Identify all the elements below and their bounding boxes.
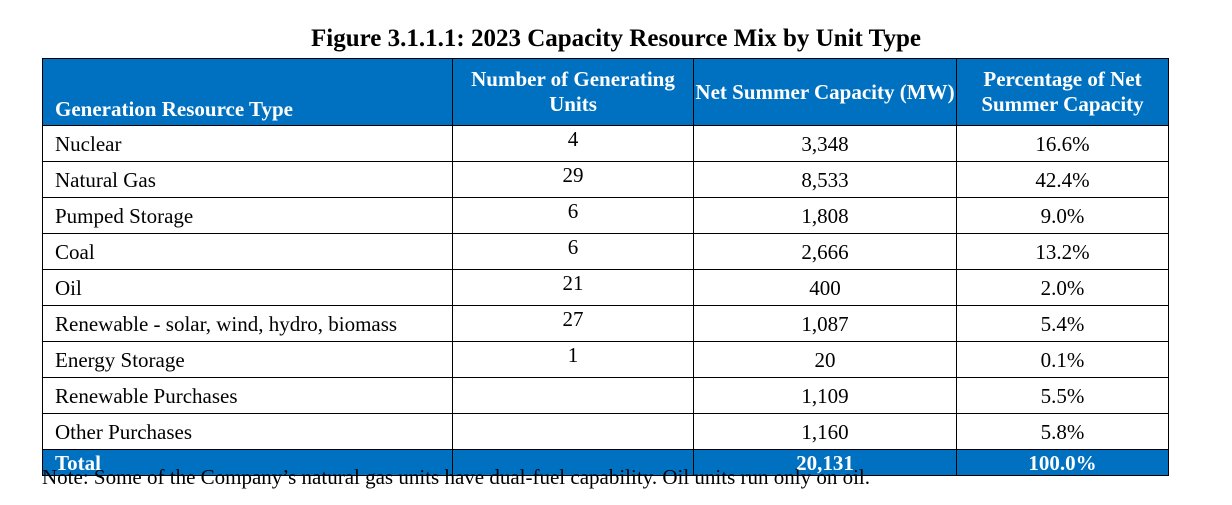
cell-resource-type: Renewable Purchases — [42, 377, 453, 414]
cell-generating-units — [452, 377, 694, 414]
table-row: Other Purchases 1,160 5.8% — [42, 413, 1169, 450]
cell-net-summer-capacity: 3,348 — [693, 125, 957, 162]
table-row: Nuclear 4 3,348 16.6% — [42, 125, 1169, 162]
cell-resource-type: Energy Storage — [42, 341, 453, 378]
header-net-summer-capacity: Net Summer Capacity (MW) — [693, 58, 957, 126]
cell-resource-type: Pumped Storage — [42, 197, 453, 234]
cell-net-summer-capacity: 1,109 — [693, 377, 957, 414]
table-row: Oil 21 400 2.0% — [42, 269, 1169, 306]
cell-percentage: 0.1% — [956, 341, 1169, 378]
cell-percentage: 5.5% — [956, 377, 1169, 414]
table-row: Pumped Storage 6 1,808 9.0% — [42, 197, 1169, 234]
cell-generating-units: 6 — [452, 233, 694, 270]
cell-percentage: 9.0% — [956, 197, 1169, 234]
cell-percentage: 42.4% — [956, 161, 1169, 198]
figure-title: Figure 3.1.1.1: 2023 Capacity Resource M… — [311, 25, 921, 52]
cell-generating-units: 4 — [452, 125, 694, 162]
cell-percentage: 5.4% — [956, 305, 1169, 342]
table-row: Natural Gas 29 8,533 42.4% — [42, 161, 1169, 198]
cell-net-summer-capacity: 8,533 — [693, 161, 957, 198]
cell-percentage: 16.6% — [956, 125, 1169, 162]
cell-generating-units: 29 — [452, 161, 694, 198]
table-body: Nuclear 4 3,348 16.6% Natural Gas 29 8,533 42.4… — [42, 125, 1169, 476]
cell-resource-type: Other Purchases — [42, 413, 453, 450]
table-row: Renewable Purchases 1,109 5.5% — [42, 377, 1169, 414]
header-percentage: Percentage of Net Summer Capacity — [956, 58, 1169, 126]
cell-percentage: 5.8% — [956, 413, 1169, 450]
cell-net-summer-capacity: 1,160 — [693, 413, 957, 450]
cell-resource-type: Oil — [42, 269, 453, 306]
total-row: Total 20,131 100.0% — [42, 449, 1169, 476]
total-label: Total — [42, 449, 453, 476]
cell-percentage: 13.2% — [956, 233, 1169, 270]
table-row: Energy Storage 1 20 0.1% — [42, 341, 1169, 378]
cell-generating-units: 21 — [452, 269, 694, 306]
cell-net-summer-capacity: 20 — [693, 341, 957, 378]
cell-net-summer-capacity: 1,808 — [693, 197, 957, 234]
cell-generating-units: 1 — [452, 341, 694, 378]
cell-generating-units: 6 — [452, 197, 694, 234]
header-generating-units: Number of Generating Units — [452, 58, 694, 126]
cell-net-summer-capacity: 400 — [693, 269, 957, 306]
cell-resource-type: Natural Gas — [42, 161, 453, 198]
total-percentage: 100.0% — [956, 449, 1169, 476]
total-net-summer-capacity: 20,131 — [693, 449, 957, 476]
cell-percentage: 2.0% — [956, 269, 1169, 306]
cell-resource-type: Coal — [42, 233, 453, 270]
cell-net-summer-capacity: 1,087 — [693, 305, 957, 342]
table-row: Coal 6 2,666 13.2% — [42, 233, 1169, 270]
table-row: Renewable - solar, wind, hydro, biomass 2… — [42, 305, 1169, 342]
cell-generating-units — [452, 413, 694, 450]
capacity-table-container: Generation Resource Type Number of Gener… — [42, 58, 1169, 476]
header-row: Generation Resource Type Number of Gener… — [42, 58, 1169, 126]
cell-resource-type: Nuclear — [42, 125, 453, 162]
cell-generating-units: 27 — [452, 305, 694, 342]
cell-net-summer-capacity: 2,666 — [693, 233, 957, 270]
header-resource-type: Generation Resource Type — [42, 58, 453, 126]
table-note: Note: Some of the Company’s natural gas … — [42, 465, 870, 489]
cell-resource-type: Renewable - solar, wind, hydro, biomass — [42, 305, 453, 342]
capacity-resource-table: Generation Resource Type Number of Gener… — [42, 58, 1169, 476]
